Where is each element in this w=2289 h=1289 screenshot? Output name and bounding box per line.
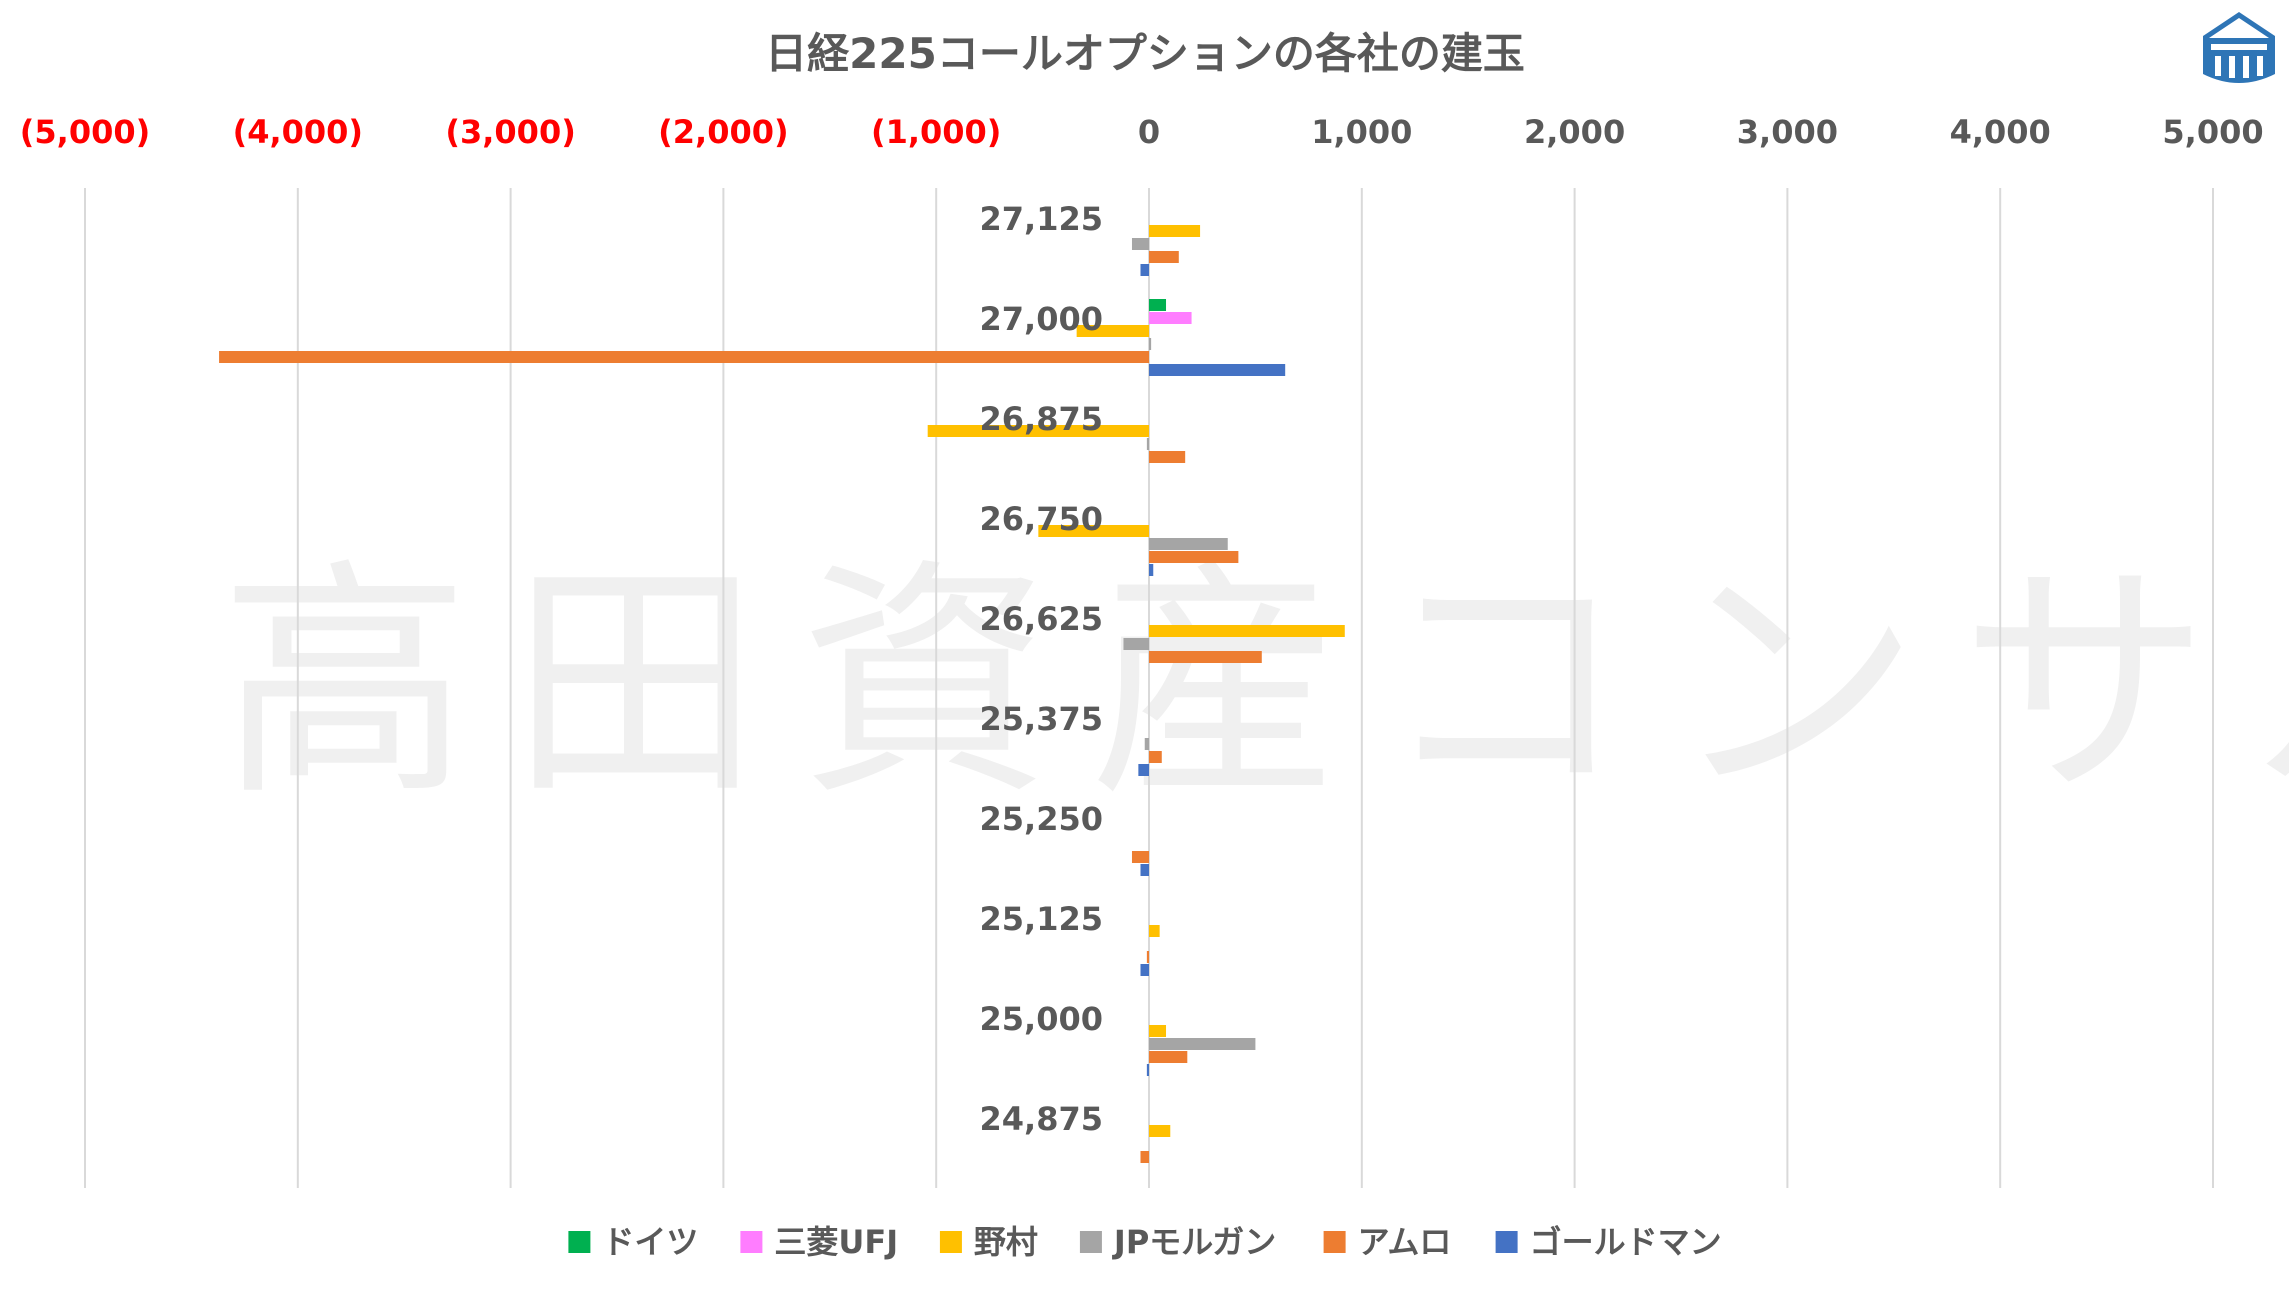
bar xyxy=(1123,638,1149,650)
bar xyxy=(1149,1125,1171,1137)
legend-swatch xyxy=(1079,1231,1102,1253)
bar xyxy=(1149,364,1286,376)
legend-swatch xyxy=(939,1231,962,1253)
bar xyxy=(1149,338,1152,350)
category-label: 27,125 xyxy=(980,200,1103,238)
legend-swatch xyxy=(1323,1231,1346,1253)
category-label: 26,625 xyxy=(980,600,1103,638)
bar xyxy=(1138,764,1149,776)
bar xyxy=(1149,551,1239,563)
bar xyxy=(1149,225,1201,237)
bar xyxy=(1149,751,1162,763)
bar xyxy=(1140,264,1149,276)
bar xyxy=(1149,564,1154,576)
bar xyxy=(1149,1051,1188,1063)
bar xyxy=(1149,925,1160,937)
bar xyxy=(1149,538,1228,550)
x-tick-label: 0 xyxy=(1138,113,1160,151)
legend-label: ドイツ xyxy=(602,1223,698,1261)
legend-swatch xyxy=(1495,1231,1518,1253)
bar xyxy=(1149,451,1186,463)
category-label: 26,750 xyxy=(980,500,1103,538)
bar xyxy=(927,425,1149,437)
x-tick-label: (2,000) xyxy=(658,113,788,151)
bar xyxy=(1076,325,1149,337)
bar xyxy=(1149,251,1179,263)
x-tick-label: 3,000 xyxy=(1737,113,1838,151)
category-label: 25,375 xyxy=(980,700,1103,738)
bar xyxy=(1149,1025,1167,1037)
legend-swatch xyxy=(740,1231,763,1253)
category-label: 25,125 xyxy=(980,900,1103,938)
x-tick-label: (4,000) xyxy=(233,113,363,151)
bar xyxy=(1149,625,1345,637)
bar xyxy=(1146,951,1149,963)
legend-label: JPモルガン xyxy=(1112,1223,1276,1261)
bar xyxy=(1146,1064,1149,1076)
x-tick-label: 1,000 xyxy=(1311,113,1412,151)
bar xyxy=(1140,964,1149,976)
bars xyxy=(219,225,1345,1163)
bar xyxy=(1038,525,1149,537)
legend-label: ゴールドマン xyxy=(1530,1223,1722,1261)
legend-label: 三菱UFJ xyxy=(774,1223,898,1261)
watermark: 高田資産コンサル xyxy=(220,538,2289,829)
legend: ドイツ 三菱UFJ 野村 JPモルガン アムロ ゴールドマン xyxy=(568,1223,1722,1261)
x-tick-label: 2,000 xyxy=(1524,113,1625,151)
category-label: 25,250 xyxy=(980,800,1103,838)
bar xyxy=(1149,299,1167,311)
category-label: 24,875 xyxy=(980,1100,1103,1138)
bar xyxy=(1146,438,1149,450)
category-label: 27,000 xyxy=(980,300,1103,338)
logo-icon xyxy=(2203,12,2275,83)
category-labels: 27,125 27,000 26,875 26,750 26,625 25,375 25,2… xyxy=(980,200,1103,1138)
chart-title: 日経225コールオプションの各社の建玉 xyxy=(765,29,1525,78)
bar xyxy=(1149,651,1262,663)
x-axis-ticks: (5,000) (4,000) (3,000) (2,000) (1,000) 0 1,00… xyxy=(20,113,2264,151)
x-tick-label: (5,000) xyxy=(20,113,150,151)
bar xyxy=(1149,1038,1256,1050)
bar xyxy=(1131,238,1149,250)
bar xyxy=(1131,851,1149,863)
bar xyxy=(219,351,1150,363)
bar xyxy=(1149,312,1192,324)
category-label: 25,000 xyxy=(980,1000,1103,1038)
bar xyxy=(1144,738,1149,750)
legend-label: アムロ xyxy=(1358,1223,1452,1261)
category-label: 26,875 xyxy=(980,400,1103,438)
legend-swatch xyxy=(568,1231,591,1253)
bar xyxy=(1140,864,1149,876)
x-tick-label: (1,000) xyxy=(871,113,1001,151)
x-tick-label: (3,000) xyxy=(445,113,575,151)
bar xyxy=(1140,1151,1149,1163)
x-tick-label: 5,000 xyxy=(2162,113,2263,151)
legend-label: 野村 xyxy=(974,1223,1038,1261)
x-tick-label: 4,000 xyxy=(1950,113,2051,151)
